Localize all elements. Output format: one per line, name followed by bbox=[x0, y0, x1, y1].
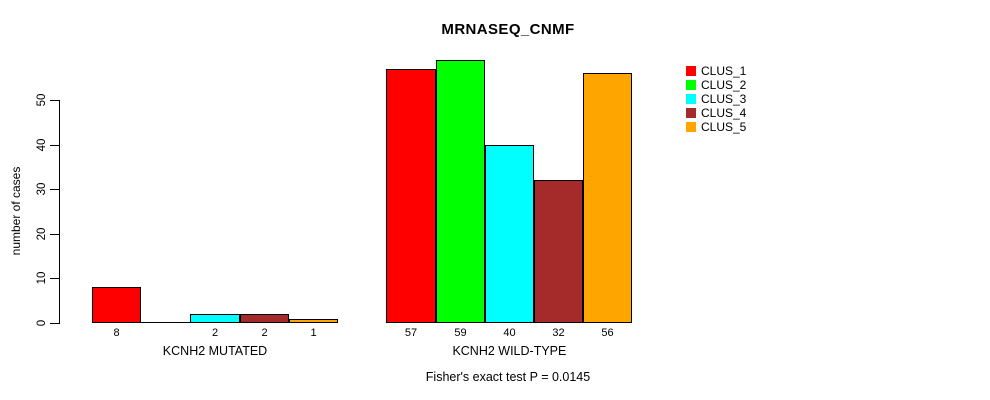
legend-row: CLUS_5 bbox=[686, 120, 746, 134]
bar bbox=[92, 287, 141, 323]
chart-title: MRNASEQ_CNMF bbox=[441, 21, 575, 38]
bar bbox=[289, 319, 338, 323]
legend-label: CLUS_2 bbox=[701, 78, 747, 92]
legend-swatch bbox=[686, 66, 696, 76]
y-axis-tick-label: 20 bbox=[36, 227, 48, 241]
bar bbox=[190, 314, 240, 323]
x-axis-category-label: KCNH2 WILD-TYPE bbox=[452, 344, 567, 358]
y-axis-tick-label: 30 bbox=[36, 182, 48, 196]
bar bbox=[583, 73, 632, 323]
bar bbox=[534, 180, 583, 323]
y-axis-tick-label: 0 bbox=[36, 319, 48, 327]
y-axis-tick-label: 50 bbox=[36, 93, 48, 107]
legend: CLUS_1 CLUS_2 CLUS_3 CLUS_4 CLUS_5 bbox=[686, 64, 746, 134]
bar-value-label: 57 bbox=[404, 327, 418, 339]
legend-row: CLUS_2 bbox=[686, 78, 746, 92]
legend-label: CLUS_5 bbox=[701, 120, 747, 134]
bar-value-label: 8 bbox=[113, 327, 120, 339]
legend-row: CLUS_4 bbox=[686, 106, 746, 120]
legend-row: CLUS_1 bbox=[686, 64, 746, 78]
bar-value-label: 2 bbox=[211, 327, 219, 339]
y-axis-tick bbox=[50, 278, 59, 279]
bar-value-label: 2 bbox=[261, 327, 268, 339]
annotation-text: Fisher's exact test P = 0.0145 bbox=[425, 370, 591, 384]
bar bbox=[386, 69, 436, 323]
y-axis-tick-label: 10 bbox=[36, 271, 48, 285]
legend-label: CLUS_1 bbox=[701, 64, 747, 78]
legend-label: CLUS_3 bbox=[701, 92, 747, 106]
y-axis-tick bbox=[50, 145, 59, 146]
legend-row: CLUS_3 bbox=[686, 92, 746, 106]
y-axis-line bbox=[59, 100, 60, 324]
bar bbox=[240, 314, 289, 323]
y-axis-tick bbox=[50, 323, 59, 324]
y-axis-tick-label: 40 bbox=[36, 138, 48, 152]
legend-label: CLUS_4 bbox=[701, 106, 747, 120]
legend-swatch bbox=[686, 94, 696, 104]
legend-swatch bbox=[686, 80, 696, 90]
legend-swatch bbox=[686, 108, 696, 118]
bar-value-label: 1 bbox=[310, 327, 317, 339]
bar-zero-line bbox=[141, 322, 190, 323]
bar-value-label: 56 bbox=[601, 327, 614, 339]
bar-value-label: 32 bbox=[552, 327, 565, 339]
x-axis-category-label: KCNH2 MUTATED bbox=[162, 344, 268, 358]
bar bbox=[436, 60, 485, 323]
y-axis-tick bbox=[50, 234, 59, 235]
bar-value-label: 40 bbox=[503, 327, 516, 339]
y-axis-tick bbox=[50, 189, 59, 190]
bar-value-label: 59 bbox=[454, 327, 467, 339]
legend-swatch bbox=[686, 122, 696, 132]
y-axis-tick bbox=[50, 100, 59, 101]
bar bbox=[485, 145, 534, 323]
